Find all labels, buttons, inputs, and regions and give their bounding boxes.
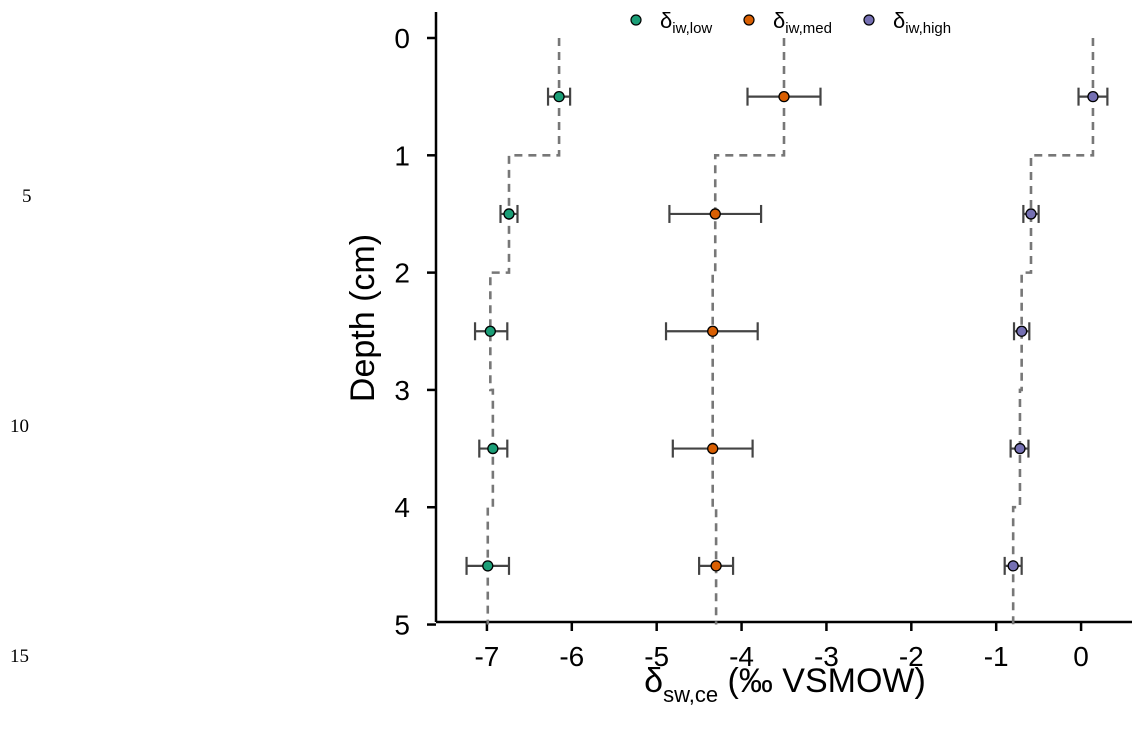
x-axis-title-units: (‰ VSMOW): [718, 662, 926, 700]
error-bars: [465, 87, 1109, 575]
x-tick-label: -4: [729, 641, 754, 672]
step-profiles: [486, 38, 1095, 625]
data-point: [778, 91, 790, 103]
data-point: [553, 91, 565, 103]
x-tick-label: -3: [814, 641, 839, 672]
legend-label-med: δiw,med: [773, 8, 832, 37]
legend-label-high: δiw,high: [893, 8, 951, 37]
legend: δiw,low δiw,med δiw,high: [630, 8, 951, 37]
x-tick-label: -5: [644, 641, 669, 672]
x-tick-label: -7: [474, 641, 499, 672]
data-point: [707, 325, 719, 337]
step-profile-line: [711, 38, 786, 625]
legend-marker-low: [630, 14, 642, 26]
line-number-10: 10: [10, 416, 29, 437]
y-axis-title: Depth (cm): [344, 234, 382, 402]
y-tick-label: 3: [394, 375, 410, 406]
y-tick-label: 1: [394, 140, 410, 171]
data-points: [482, 91, 1099, 572]
step-profile-line: [486, 38, 561, 625]
data-point: [1014, 442, 1026, 455]
data-point: [484, 325, 496, 337]
x-axis-ticks: -7 -6 -5 -4 -3 -2 -1 0: [474, 622, 1089, 672]
data-point: [1025, 208, 1037, 220]
x-tick-label: -2: [899, 641, 924, 672]
y-tick-label: 5: [394, 610, 410, 641]
y-tick-label: 2: [394, 258, 410, 289]
y-tick-label: 4: [394, 492, 410, 523]
y-tick-label: 0: [394, 23, 410, 54]
data-point: [707, 442, 719, 455]
data-point: [1007, 560, 1019, 572]
data-point: [482, 560, 494, 572]
data-point: [487, 442, 499, 455]
x-tick-label: 0: [1073, 641, 1089, 672]
x-tick-label: -6: [559, 641, 584, 672]
x-axis-title-delta: δ: [644, 662, 663, 700]
x-axis-title-subscript: sw,ce: [663, 682, 718, 707]
legend-label-low: δiw,low: [660, 8, 712, 37]
line-number-15: 15: [10, 646, 29, 667]
data-point: [503, 208, 515, 220]
data-point: [1016, 325, 1028, 337]
data-point: [1087, 91, 1099, 103]
legend-marker-high: [863, 14, 875, 26]
data-point: [709, 208, 721, 220]
line-number-5: 5: [22, 186, 32, 207]
y-axis-ticks: 0 1 2 3 4 5: [394, 23, 436, 641]
x-axis-title: δsw,ce (‰ VSMOW): [644, 662, 926, 707]
data-point: [710, 560, 722, 572]
legend-marker-med: [743, 14, 755, 26]
x-tick-label: -1: [984, 641, 1009, 672]
